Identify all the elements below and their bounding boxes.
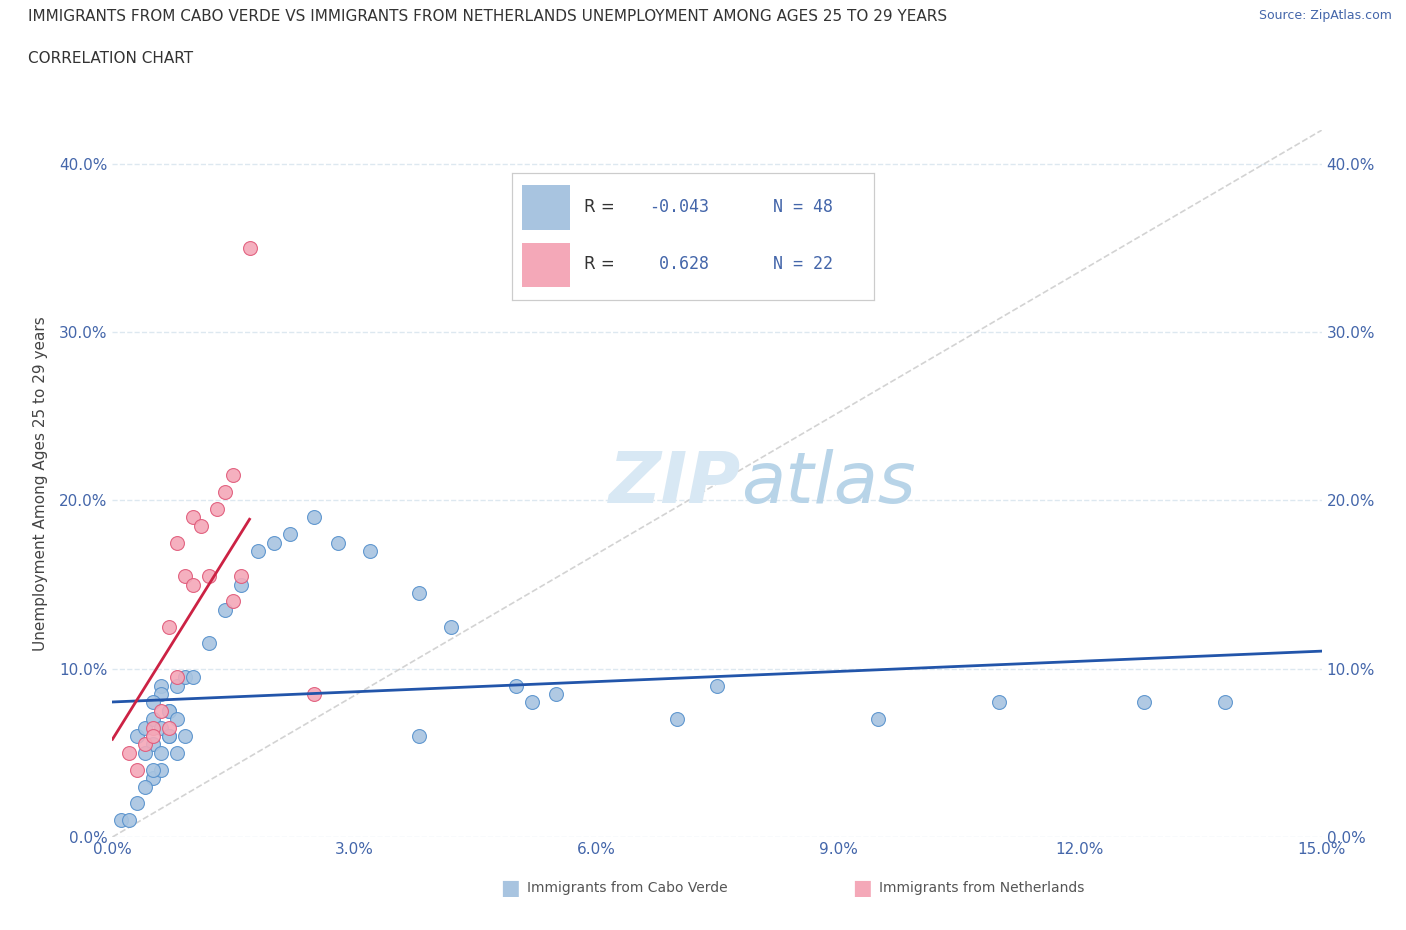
Point [174,728,197,743]
Text: Immigrants from Netherlands: Immigrants from Netherlands [879,881,1084,896]
Point [142,720,165,735]
Point [222,468,245,483]
Point [440,619,463,634]
Point [181,670,204,684]
Point [125,763,148,777]
Point [157,728,180,743]
Point [142,763,165,777]
Point [278,526,301,541]
Point [142,711,165,726]
Point [190,518,212,533]
Point [149,678,172,693]
Point [134,779,156,794]
Point [302,510,325,525]
Point [166,678,188,693]
Point [142,737,165,751]
Point [166,535,188,550]
Point [125,796,148,811]
Point [142,695,165,710]
Point [157,619,180,634]
Point [198,569,221,584]
Point [157,703,180,718]
Point [117,813,139,828]
Point [359,543,381,558]
Point [408,586,430,601]
Point [207,501,229,516]
Point [166,670,188,684]
Point [149,763,172,777]
Point [1133,695,1156,710]
Point [222,594,245,609]
Point [665,711,688,726]
Point [157,720,180,735]
Point [505,678,527,693]
Point [181,578,204,592]
Text: Immigrants from Cabo Verde: Immigrants from Cabo Verde [527,881,728,896]
Point [149,746,172,761]
Point [706,678,728,693]
Point [408,728,430,743]
Point [166,711,188,726]
Text: ■: ■ [501,878,520,898]
Point [149,720,172,735]
Point [142,728,165,743]
Point [988,695,1011,710]
Point [214,603,236,618]
Point [149,703,172,718]
Point [214,485,236,499]
Point [198,636,221,651]
Point [166,746,188,761]
Text: ZIP: ZIP [609,449,741,518]
Point [157,703,180,718]
Point [302,686,325,701]
Point [174,569,197,584]
Point [520,695,543,710]
Point [125,728,148,743]
Point [328,535,350,550]
Point [544,686,567,701]
Point [238,241,260,256]
Text: CORRELATION CHART: CORRELATION CHART [28,51,193,66]
Point [142,771,165,786]
Text: Source: ZipAtlas.com: Source: ZipAtlas.com [1258,9,1392,22]
Point [134,737,156,751]
Point [263,535,285,550]
Text: ■: ■ [852,878,872,898]
Point [231,578,253,592]
Y-axis label: Unemployment Among Ages 25 to 29 years: Unemployment Among Ages 25 to 29 years [32,316,48,651]
Point [246,543,269,558]
Point [231,569,253,584]
Point [134,746,156,761]
Point [181,510,204,525]
Point [134,720,156,735]
Text: IMMIGRANTS FROM CABO VERDE VS IMMIGRANTS FROM NETHERLANDS UNEMPLOYMENT AMONG AGE: IMMIGRANTS FROM CABO VERDE VS IMMIGRANTS… [28,9,948,24]
Text: atlas: atlas [741,449,915,518]
Point [174,670,197,684]
Point [110,813,132,828]
Point [117,746,139,761]
Point [868,711,890,726]
Point [157,728,180,743]
Point [149,686,172,701]
Point [1213,695,1236,710]
